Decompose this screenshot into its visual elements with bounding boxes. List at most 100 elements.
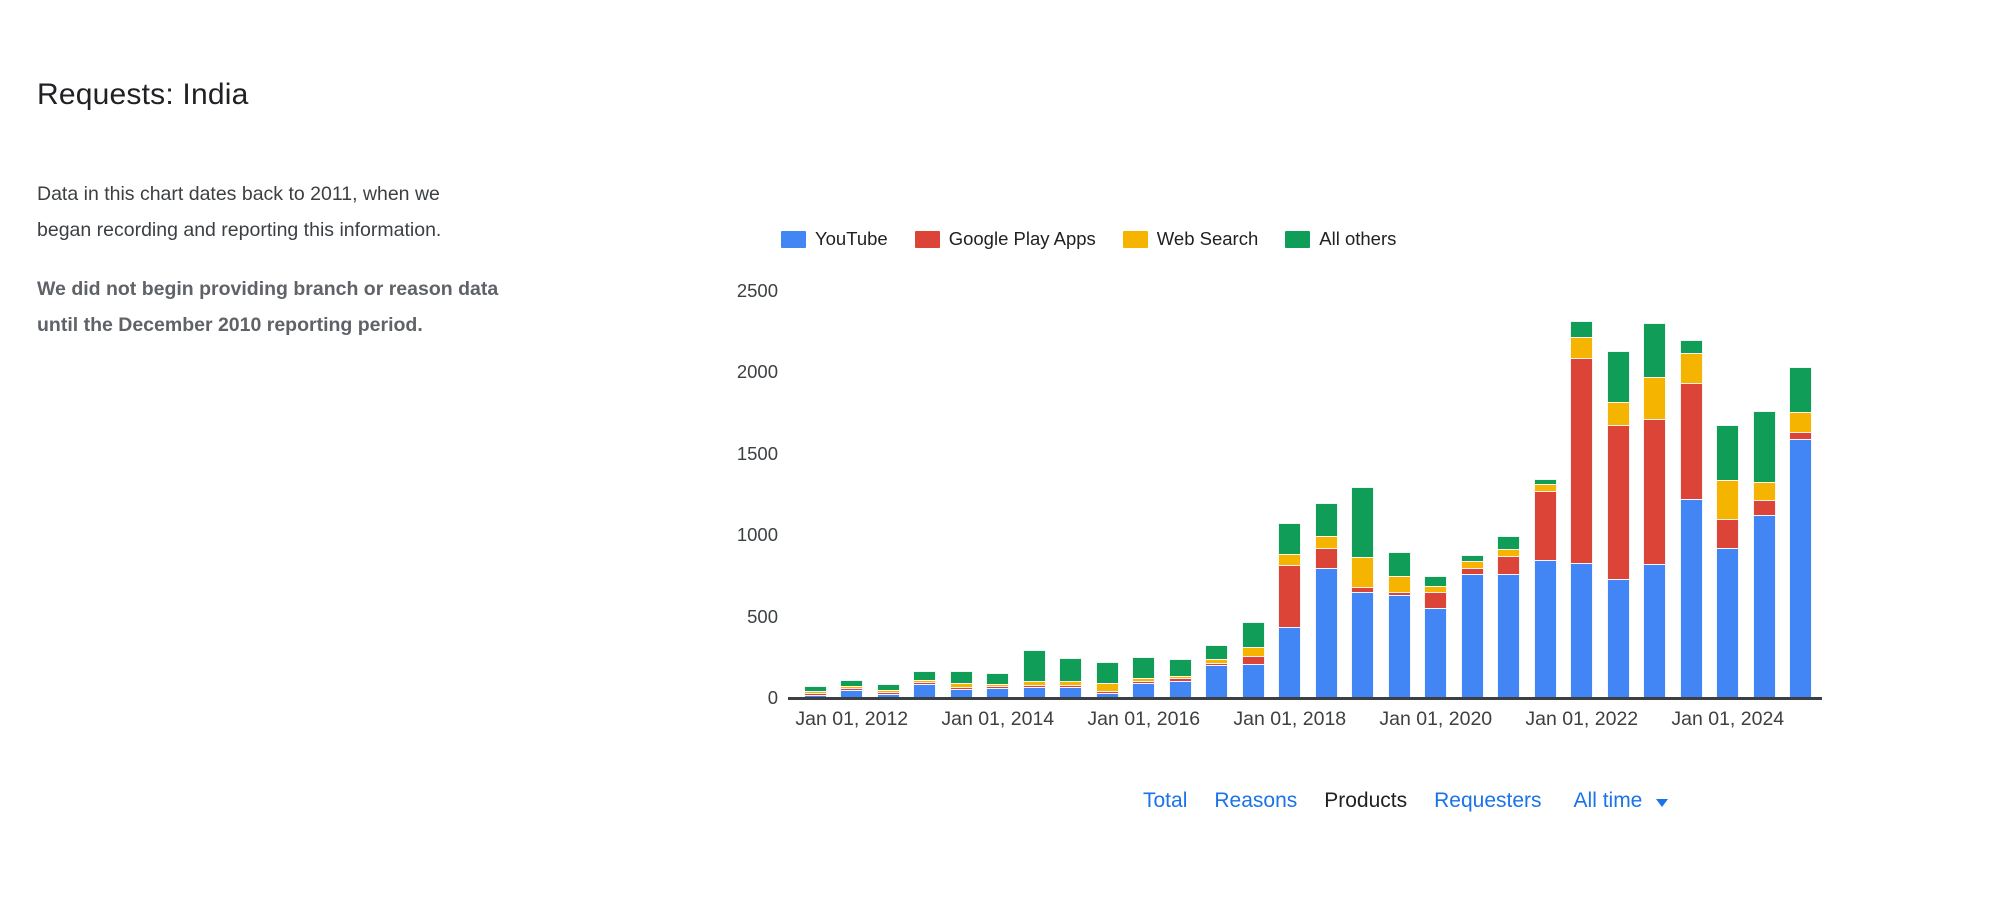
bar-stack	[949, 670, 973, 698]
bar-segment	[1643, 563, 1667, 698]
bar-stack	[840, 680, 864, 698]
legend-label: All others	[1319, 228, 1397, 249]
bar-stack	[1497, 536, 1521, 698]
bar-segment	[1424, 575, 1448, 586]
bar-column[interactable]	[1418, 291, 1455, 698]
x-axis-tick-label: Jan 01, 2016	[1087, 708, 1201, 730]
bar-segment	[1241, 622, 1265, 647]
bar-segment	[1606, 579, 1630, 698]
bar-segment	[1095, 691, 1119, 694]
bar-segment	[1205, 644, 1229, 659]
bar-column[interactable]	[870, 291, 907, 698]
bar-column[interactable]	[1199, 291, 1236, 698]
bar-segment	[1752, 481, 1776, 501]
bar-column[interactable]	[1235, 291, 1272, 698]
bar-segment	[949, 682, 973, 688]
bar-segment	[1460, 567, 1484, 575]
bar-segment	[1387, 552, 1411, 576]
bar-segment	[949, 670, 973, 683]
bar-segment	[1278, 565, 1302, 628]
bar-segment	[1497, 549, 1521, 556]
bar-stack	[1205, 644, 1229, 698]
bar-segment	[1679, 339, 1703, 353]
bar-segment	[913, 684, 937, 698]
bar-segment	[1022, 680, 1046, 686]
bar-stack	[1424, 575, 1448, 698]
bar-stack	[1606, 351, 1630, 698]
bar-column[interactable]	[1272, 291, 1309, 698]
bar-column[interactable]	[797, 291, 834, 698]
bar-segment	[1424, 592, 1448, 608]
bar-stack	[1278, 523, 1302, 698]
bar-segment	[1241, 655, 1265, 664]
bar-stack	[1387, 552, 1411, 698]
time-filter-dropdown[interactable]: All time	[1574, 789, 1669, 813]
y-axis-tick-label: 500	[747, 605, 778, 627]
bar-segment	[803, 691, 827, 694]
y-axis-tick-label: 0	[767, 687, 778, 708]
bar-column[interactable]	[1600, 291, 1637, 698]
bar-segment	[1497, 574, 1521, 698]
bar-column[interactable]	[1783, 291, 1820, 698]
legend-swatch-icon	[914, 230, 940, 248]
bar-segment	[876, 691, 900, 694]
x-axis-tick-label: Jan 01, 2022	[1525, 708, 1639, 730]
bar-column[interactable]	[1637, 291, 1674, 698]
bar-column[interactable]	[1308, 291, 1345, 698]
bar-segment	[1716, 548, 1740, 698]
bar-segment	[840, 685, 864, 688]
bar-column[interactable]	[1162, 291, 1199, 698]
bar-stack	[1351, 487, 1375, 698]
x-axis-tick-label: Jan 01, 2012	[795, 708, 909, 730]
tab-total[interactable]: Total	[1143, 789, 1188, 812]
bar-column[interactable]	[1126, 291, 1163, 698]
bar-column[interactable]	[1089, 291, 1126, 698]
bar-segment	[1789, 411, 1813, 432]
bar-segment	[876, 693, 900, 698]
bar-segment	[1497, 555, 1521, 575]
bar-segment	[1205, 663, 1229, 666]
tab-products[interactable]: Products	[1324, 789, 1408, 812]
bar-column[interactable]	[1746, 291, 1783, 698]
bar-column[interactable]	[1564, 291, 1601, 698]
tab-reasons[interactable]: Reasons	[1214, 789, 1298, 812]
bar-segment	[1095, 662, 1119, 684]
tab-requesters[interactable]: Requesters	[1434, 789, 1542, 812]
bar-segment	[1789, 366, 1813, 412]
bar-segment	[1533, 479, 1557, 484]
bar-stack	[1022, 649, 1046, 698]
bar-segment	[1022, 649, 1046, 681]
bar-column[interactable]	[907, 291, 944, 698]
bar-segment	[1752, 514, 1776, 698]
bar-segment	[840, 680, 864, 686]
bar-segment	[1022, 685, 1046, 688]
bar-segment	[1643, 322, 1667, 377]
bar-column[interactable]	[1016, 291, 1053, 698]
bar-segment	[1314, 536, 1338, 548]
bar-column[interactable]	[1710, 291, 1747, 698]
bar-column[interactable]	[980, 291, 1017, 698]
bar-stack	[1095, 662, 1119, 698]
bar-column[interactable]	[1053, 291, 1090, 698]
bar-column[interactable]	[1345, 291, 1382, 698]
bar-segment	[1059, 686, 1083, 698]
bar-column[interactable]	[1381, 291, 1418, 698]
bar-column[interactable]	[1454, 291, 1491, 698]
bar-segment	[1205, 658, 1229, 664]
legend-item: Google Play Apps	[914, 228, 1096, 250]
bar-segment	[1059, 657, 1083, 682]
bar-segment	[1278, 627, 1302, 698]
x-axis-tick-label: Jan 01, 2024	[1671, 708, 1785, 730]
bar-segment	[913, 679, 937, 683]
bar-segment	[1059, 681, 1083, 685]
bar-segment	[1351, 487, 1375, 558]
bar-column[interactable]	[943, 291, 980, 698]
legend-swatch-icon	[781, 230, 806, 248]
bar-column[interactable]	[834, 291, 871, 698]
bar-column[interactable]	[1491, 291, 1528, 698]
bar-segment	[803, 695, 827, 698]
bar-segment	[1387, 575, 1411, 593]
bar-column[interactable]	[1527, 291, 1564, 698]
bar-column[interactable]	[1673, 291, 1710, 698]
bar-segment	[1716, 479, 1740, 519]
